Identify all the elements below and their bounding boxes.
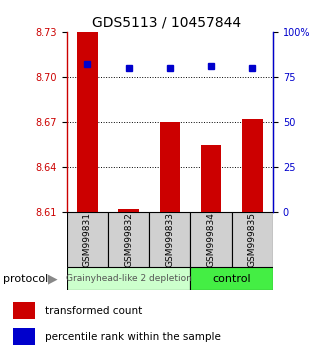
Text: Grainyhead-like 2 depletion: Grainyhead-like 2 depletion (66, 274, 191, 283)
Text: GSM999834: GSM999834 (206, 212, 216, 267)
Bar (13, 302, 35, 319)
Bar (190, 212, 232, 267)
Bar (232, 212, 273, 267)
Text: percentile rank within the sample: percentile rank within the sample (45, 332, 221, 342)
Bar (67, 212, 108, 267)
Text: control: control (212, 274, 251, 284)
Text: GSM999832: GSM999832 (124, 212, 133, 267)
Bar (242, 119, 263, 212)
Text: protocol: protocol (3, 274, 49, 284)
Bar (160, 122, 180, 212)
Bar (13, 329, 35, 346)
Text: GDS5113 / 10457844: GDS5113 / 10457844 (92, 16, 241, 30)
Bar (108, 212, 149, 267)
Text: GSM999835: GSM999835 (248, 212, 257, 267)
Bar (190, 267, 273, 290)
Bar (67, 267, 190, 290)
Bar (118, 209, 139, 212)
Text: GSM999833: GSM999833 (165, 212, 174, 267)
Bar (201, 145, 221, 212)
Text: ▶: ▶ (49, 272, 58, 285)
Bar (77, 32, 98, 212)
Bar (149, 212, 190, 267)
Text: transformed count: transformed count (45, 306, 142, 316)
Text: GSM999831: GSM999831 (83, 212, 92, 267)
